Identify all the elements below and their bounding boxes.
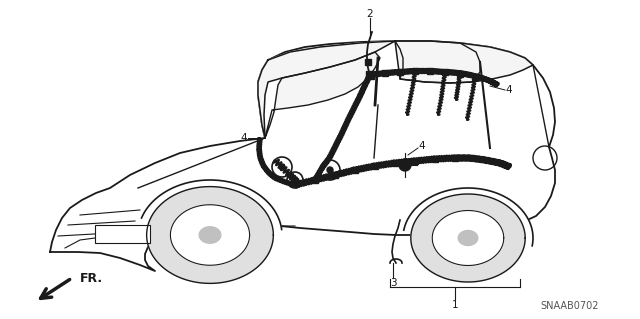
Polygon shape (395, 41, 480, 83)
Bar (472, 74, 478, 80)
Text: 3: 3 (390, 278, 396, 288)
Bar (312, 177, 318, 183)
Bar (352, 167, 358, 173)
Bar (365, 59, 371, 65)
Bar (452, 155, 458, 161)
Text: FR.: FR. (80, 271, 103, 285)
Bar (432, 156, 438, 162)
Bar (397, 69, 403, 75)
Polygon shape (432, 211, 504, 265)
Polygon shape (411, 194, 525, 282)
FancyBboxPatch shape (95, 225, 150, 243)
Polygon shape (199, 227, 221, 243)
Polygon shape (258, 41, 395, 138)
Polygon shape (141, 180, 282, 229)
Bar (366, 71, 374, 79)
Polygon shape (265, 52, 380, 138)
Bar (382, 70, 388, 76)
Text: SNAAB0702: SNAAB0702 (541, 301, 599, 311)
Circle shape (327, 167, 333, 173)
Text: 1: 1 (452, 300, 458, 310)
Bar (427, 68, 433, 74)
Circle shape (292, 177, 298, 183)
Polygon shape (404, 188, 533, 246)
Polygon shape (147, 187, 273, 283)
Bar (392, 160, 398, 166)
Bar (442, 69, 448, 75)
Text: 4: 4 (241, 133, 247, 143)
Polygon shape (395, 41, 533, 83)
Bar (372, 163, 378, 169)
Text: 2: 2 (367, 9, 373, 19)
Bar (412, 158, 418, 164)
Text: 4: 4 (506, 85, 512, 95)
Circle shape (399, 159, 411, 171)
Circle shape (279, 164, 285, 170)
Bar (412, 68, 418, 74)
Polygon shape (50, 41, 555, 271)
Polygon shape (170, 205, 250, 265)
Polygon shape (458, 231, 477, 246)
Text: 4: 4 (419, 141, 426, 151)
Bar (332, 172, 338, 178)
Bar (457, 71, 463, 77)
